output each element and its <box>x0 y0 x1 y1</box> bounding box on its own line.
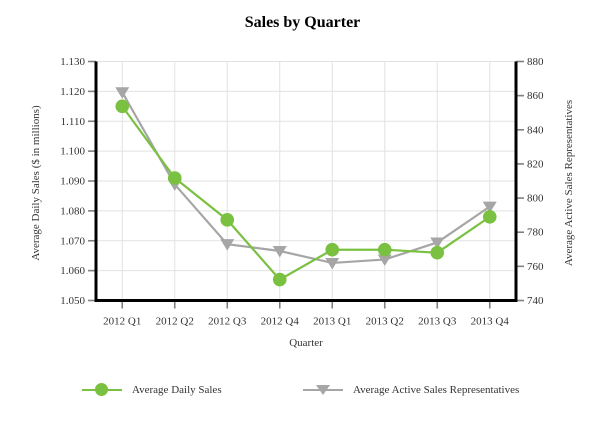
x-axis-label: Quarter <box>289 337 323 349</box>
triangle-down-marker-icon <box>316 385 330 395</box>
circle-marker-icon <box>115 99 130 114</box>
x-tick-label: 2013 Q3 <box>418 316 457 328</box>
legend-label-active-sales-reps: Average Active Sales Representatives <box>353 384 520 396</box>
left-tick-label: 1.070 <box>60 235 85 247</box>
left-tick-label: 1.060 <box>60 265 85 277</box>
axes <box>94 61 518 302</box>
right-tick-label: 880 <box>527 56 544 68</box>
legend-marker-active-sales-reps <box>303 382 343 398</box>
right-tick-label: 860 <box>527 90 544 102</box>
chart-title: Sales by Quarter <box>244 14 361 31</box>
legend-label-daily-sales: Average Daily Sales <box>132 384 222 396</box>
triangle-down-marker-icon <box>430 237 445 249</box>
right-tick-label: 780 <box>527 227 544 239</box>
series-line <box>121 105 491 281</box>
x-tick-label: 2013 Q2 <box>366 316 404 328</box>
right-tick-label: 760 <box>527 261 544 273</box>
left-tick-label: 1.050 <box>60 295 85 307</box>
x-tick-label: 2013 Q4 <box>471 316 510 328</box>
triangle-down-marker-icon <box>272 245 287 258</box>
right-tick-label: 800 <box>527 193 544 205</box>
triangle-down-marker-icon <box>482 201 497 214</box>
series-0 <box>115 99 497 287</box>
series-1 <box>115 87 497 270</box>
legend-item-active-sales-reps: Average Active Sales Representatives <box>303 382 519 398</box>
circle-marker-icon <box>325 242 340 257</box>
right-axis-label: Average Active Sales Representatives <box>563 99 575 267</box>
triangle-down-marker-icon <box>377 254 392 267</box>
triangle-down-marker-icon <box>220 239 235 251</box>
right-tick-label: 840 <box>527 124 544 136</box>
left-tick-label: 1.110 <box>61 116 86 128</box>
left-tick-label: 1.090 <box>60 176 85 188</box>
legend-marker-daily-sales <box>82 382 122 398</box>
left-tick-label: 1.080 <box>60 205 85 217</box>
x-tick-label: 2012 Q4 <box>261 316 300 328</box>
left-tick-label: 1.130 <box>60 56 85 68</box>
left-tick-label: 1.120 <box>60 86 85 98</box>
circle-marker-icon <box>167 171 182 185</box>
left-axis-label: Average Daily Sales ($ in millions) <box>30 105 42 261</box>
x-tick-label: 2012 Q3 <box>208 316 247 328</box>
left-tick-label: 1.100 <box>60 146 85 158</box>
legend-item-average-daily-sales: Average Daily Sales <box>82 382 222 398</box>
x-tick-label: 2013 Q1 <box>313 316 351 328</box>
right-tick-label: 740 <box>527 295 544 307</box>
triangle-down-marker-icon <box>325 257 340 270</box>
x-tick-label: 2012 Q2 <box>156 316 194 328</box>
x-tick-label: 2012 Q1 <box>103 316 141 328</box>
circle-marker-icon <box>95 383 108 396</box>
triangle-down-marker-icon <box>115 87 130 99</box>
tick-marks-and-labels: 1.050 1.060 1.070 1.080 1.090 1.100 1.110 1.120… <box>60 56 544 328</box>
right-tick-label: 820 <box>527 158 544 170</box>
circle-marker-icon <box>272 272 287 287</box>
series-line <box>121 91 491 265</box>
circle-marker-icon <box>482 210 497 224</box>
circle-marker-icon <box>430 245 445 260</box>
circle-marker-icon <box>377 242 392 257</box>
circle-marker-icon <box>220 213 235 227</box>
